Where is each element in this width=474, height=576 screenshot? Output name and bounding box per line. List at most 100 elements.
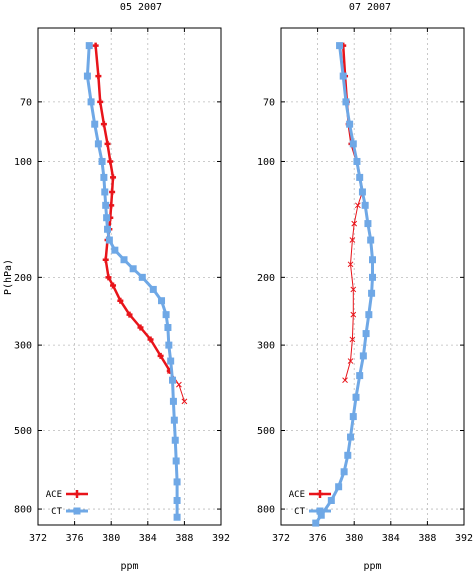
ct-marker	[100, 173, 108, 181]
x-tick-label: 372	[29, 533, 47, 544]
legend-marker	[74, 490, 80, 498]
y-tick-label: 200	[14, 273, 32, 284]
ct-marker	[327, 496, 335, 504]
x-tick-label: 384	[382, 533, 400, 544]
panel-july-2007: 07 2007 372 376 380 384 388 392 70 100 200 300 500…	[257, 2, 473, 572]
ct-marker	[352, 393, 360, 401]
plot-frame	[37, 27, 222, 526]
x-tick-label: 376	[66, 533, 84, 544]
ct-marker	[120, 256, 128, 264]
ct-marker	[170, 416, 178, 424]
y-tick-label: 70	[20, 97, 32, 108]
ct-marker	[342, 98, 350, 106]
y-tick-label: 200	[257, 273, 275, 284]
ct-marker	[83, 72, 91, 80]
x-tick-label: 392	[455, 533, 473, 544]
y-tick-label: 100	[257, 157, 275, 168]
legend-label: ACE	[289, 490, 305, 500]
ct-marker	[94, 140, 102, 148]
ct-marker	[365, 311, 373, 319]
ace-marker	[181, 398, 188, 405]
x-axis-label: ppm	[363, 561, 381, 572]
legend-label: CT	[51, 507, 62, 517]
y-tick-label: 800	[257, 505, 275, 516]
ct-marker	[91, 120, 99, 128]
plot-frame	[280, 27, 465, 526]
legend-label: CT	[294, 507, 305, 517]
ct-marker	[98, 157, 106, 165]
ct-marker	[346, 120, 354, 128]
ct-marker	[359, 352, 367, 360]
ct-marker	[102, 201, 110, 209]
ace-marker	[97, 98, 104, 105]
ace-marker	[107, 158, 114, 165]
ct-series-line	[85, 45, 179, 518]
ace-marker	[176, 381, 182, 388]
ace-marker	[147, 336, 154, 343]
ace-marker	[342, 377, 348, 384]
ct-marker	[167, 357, 175, 365]
panel-title: 05 2007	[120, 2, 162, 13]
x-tick-label: 380	[102, 533, 120, 544]
ace-series-line	[344, 191, 363, 381]
ct-marker	[344, 451, 352, 459]
x-tick-label: 372	[272, 533, 290, 544]
ace-marker	[110, 282, 117, 289]
ace-marker	[102, 256, 109, 263]
ct-marker	[104, 225, 112, 233]
ace-marker	[157, 352, 164, 359]
ct-marker	[162, 311, 170, 319]
y-axis-label: P(hPa)	[3, 259, 14, 295]
x-tick-label: 388	[175, 533, 193, 544]
ct-marker	[169, 376, 177, 384]
ct-marker	[173, 478, 181, 486]
y-tick-label: 70	[263, 97, 275, 108]
ct-marker	[356, 372, 364, 380]
ace-marker	[117, 297, 124, 304]
ace-marker	[351, 220, 358, 227]
ace-marker	[92, 42, 99, 49]
ct-marker	[312, 519, 320, 527]
ace-marker	[126, 311, 133, 318]
y-tick-label: 500	[257, 426, 275, 437]
y-tick-label: 300	[14, 341, 32, 352]
ct-marker	[129, 265, 137, 273]
ct-marker	[361, 201, 369, 209]
legend-marker	[317, 490, 323, 498]
ct-marker	[353, 157, 361, 165]
ct-marker	[317, 511, 325, 519]
ct-marker	[173, 513, 181, 521]
ct-marker	[362, 330, 370, 338]
ct-marker	[158, 297, 166, 305]
y-tick-label: 500	[14, 426, 32, 437]
ct-marker	[340, 468, 348, 476]
ace-marker	[100, 121, 107, 128]
ct-marker	[85, 42, 93, 50]
ct-marker	[165, 341, 173, 349]
ace-marker	[347, 261, 354, 268]
ct-marker	[347, 433, 355, 441]
panel-title: 07 2007	[349, 2, 391, 13]
legend-marker	[316, 507, 324, 515]
ct-marker	[103, 214, 111, 222]
legend-label: ACE	[46, 490, 62, 500]
ct-marker	[335, 483, 343, 491]
ace-marker	[137, 324, 144, 331]
ct-marker	[367, 236, 375, 244]
ct-marker	[349, 140, 357, 148]
ace-marker	[110, 174, 117, 181]
ct-marker	[358, 188, 366, 196]
ct-marker	[111, 246, 119, 254]
ct-marker	[369, 273, 376, 281]
y-tick-label: 800	[14, 505, 32, 516]
ct-marker	[138, 273, 146, 281]
ct-marker	[336, 42, 344, 50]
x-axis-label: ppm	[120, 561, 138, 572]
ct-marker	[173, 496, 181, 504]
ace-marker	[347, 358, 354, 364]
ct-marker	[171, 436, 179, 444]
ace-marker	[105, 274, 112, 281]
ct-marker	[101, 188, 109, 196]
panel-may-2007: 05 2007 372 376 380 384 388 392 70 100 200 300 500…	[3, 2, 230, 572]
